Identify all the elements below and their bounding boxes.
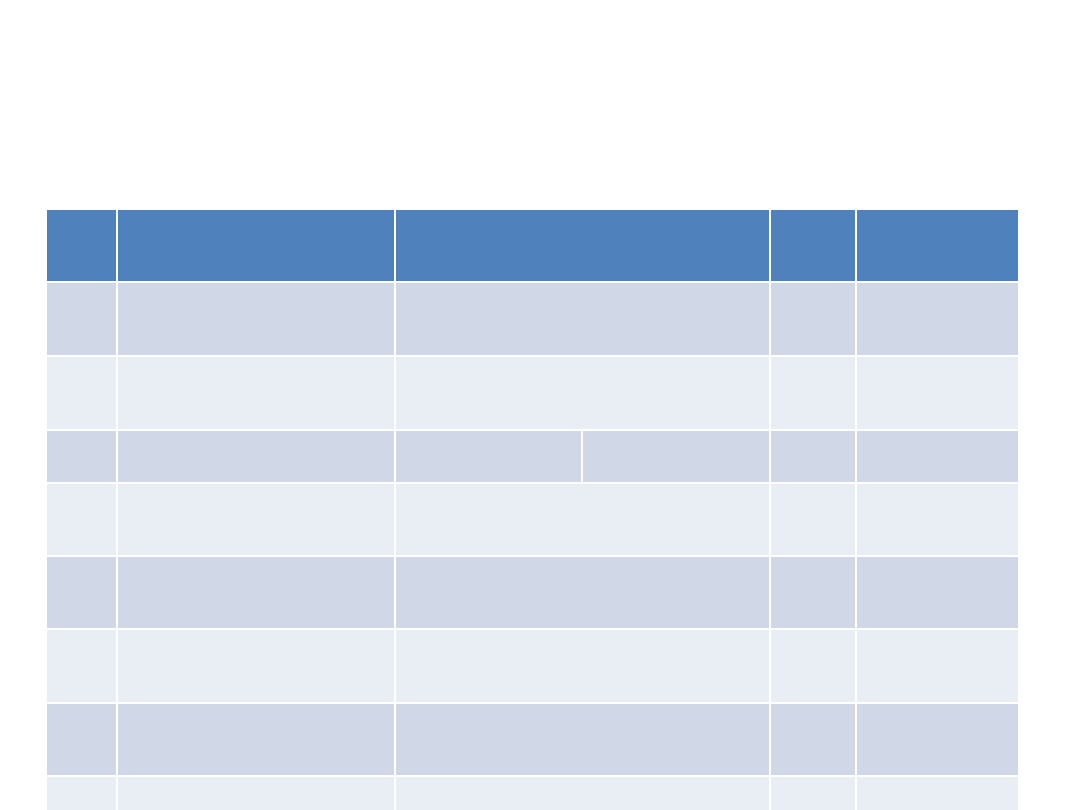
table-cell [771,777,855,810]
header-cell [857,210,1018,281]
table-cell [396,357,769,429]
header-cell [396,210,769,281]
table-cell [396,557,769,628]
table-cell [396,704,769,775]
table-cell [47,777,116,810]
table-cell [771,557,855,628]
table-cell [396,484,769,555]
table-cell [118,630,394,702]
table-cell [47,283,116,355]
table-cell [47,357,116,429]
table-cell [118,283,394,355]
table-cell [396,283,769,355]
table-cell [118,777,394,810]
table-cell [47,557,116,628]
table-cell [857,283,1018,355]
table-cell [857,431,1018,482]
table-cell [396,777,769,810]
table-cell [118,357,394,429]
table-cell [857,484,1018,555]
table-cell [771,283,855,355]
table-cell [771,630,855,702]
table-cell [857,630,1018,702]
table-cell [47,704,116,775]
table-cell [857,777,1018,810]
header-cell [118,210,394,281]
table-cell [47,484,116,555]
header-cell [47,210,116,281]
table-cell [118,704,394,775]
table-cell [857,557,1018,628]
table-cell [857,357,1018,429]
table-cell [771,484,855,555]
table-cell [771,431,855,482]
table-cell [771,704,855,775]
table-cell [118,484,394,555]
header-cell [771,210,855,281]
table-cell [583,431,769,482]
table-cell [857,704,1018,775]
table-cell [47,431,116,482]
table-cell [396,630,769,702]
table-cell [771,357,855,429]
table-cell [47,630,116,702]
table-cell [396,431,581,482]
table-cell [118,431,394,482]
table-cell [118,557,394,628]
